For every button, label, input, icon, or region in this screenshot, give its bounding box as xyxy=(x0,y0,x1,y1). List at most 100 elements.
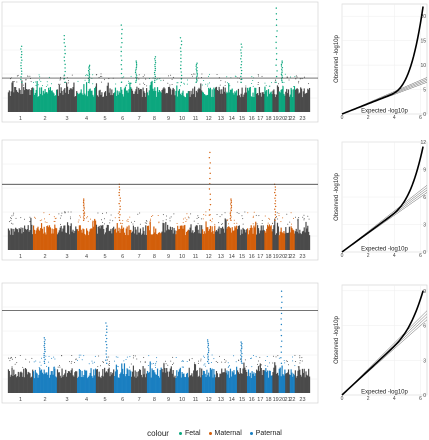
peak-chrom-4 xyxy=(87,64,91,84)
chrom-label-23: 23 xyxy=(299,397,305,403)
chromosome-band-4 xyxy=(77,73,97,112)
peak-chrom-14 xyxy=(229,198,233,222)
chromosome-band-4 xyxy=(76,354,97,393)
chrom-label-12: 12 xyxy=(206,397,212,403)
chrom-label-14: 14 xyxy=(229,397,235,403)
qq-observed-curve xyxy=(341,6,424,115)
legend-swatch-paternal xyxy=(249,431,253,435)
chromosome-band-20 xyxy=(278,73,286,112)
peak-chrom-12 xyxy=(208,151,212,222)
chromosome-band-16 xyxy=(246,355,257,393)
legend-label-maternal: Maternal xyxy=(214,429,242,437)
chrom-label-14: 14 xyxy=(229,254,235,260)
chromosome-band-20 xyxy=(278,357,286,393)
chrom-label-23: 23 xyxy=(299,254,305,260)
chromosome-band-11 xyxy=(188,213,203,250)
chrom-label-19: 19 xyxy=(273,397,279,403)
chromosome-band-11 xyxy=(188,358,203,393)
chromosome-band-22 xyxy=(289,212,296,250)
chromosome-band-3 xyxy=(56,211,78,250)
legend: colour Fetal Maternal Paternal xyxy=(0,426,429,440)
chrom-label-18: 18 xyxy=(265,397,271,403)
chromosome-band-7 xyxy=(130,212,148,250)
chrom-label-9: 9 xyxy=(167,397,170,403)
legend-item-paternal: Paternal xyxy=(249,430,282,437)
chrom-label-7: 7 xyxy=(138,397,141,403)
chrom-label-2: 2 xyxy=(44,116,47,122)
chrom-label-5: 5 xyxy=(104,254,107,260)
qq-y-tick: 15 xyxy=(420,39,426,45)
peak-chrom-1 xyxy=(20,45,23,84)
qq-y-tick: 12 xyxy=(420,140,426,146)
qq-x-tick: 2 xyxy=(367,253,370,259)
chrom-label-16: 16 xyxy=(249,254,255,260)
qq-x-tick: 6 xyxy=(419,396,422,402)
qq-x-tick: 0 xyxy=(341,115,344,121)
chrom-label-21: 21 xyxy=(285,254,291,260)
peak-chrom-2 xyxy=(43,337,46,365)
qq-y-tick: 20 xyxy=(420,14,426,20)
legend-label-fetal: Fetal xyxy=(184,429,201,437)
qq-x-tick: 2 xyxy=(367,115,370,121)
chromosome-band-19 xyxy=(272,79,280,112)
chromosome-band-6 xyxy=(113,356,132,393)
chrom-label-10: 10 xyxy=(179,254,185,260)
qq-y-tick: 0 xyxy=(423,250,426,256)
chrom-label-4: 4 xyxy=(85,254,88,260)
legend-item-maternal: Maternal xyxy=(208,429,242,437)
qq-y-tick: 3 xyxy=(423,358,426,364)
peak-chrom-6 xyxy=(120,24,123,84)
chrom-label-22: 22 xyxy=(289,397,295,403)
peak-chrom-12 xyxy=(206,339,210,365)
qq-x-tick: 4 xyxy=(393,253,396,259)
chromosome-band-19 xyxy=(272,355,279,393)
chrom-label-16: 16 xyxy=(249,116,255,122)
peak-chrom-19 xyxy=(273,183,277,222)
peak-chrom-15 xyxy=(240,43,243,84)
qq-y-tick: 6 xyxy=(423,195,426,201)
chromosome-band-8 xyxy=(146,77,162,112)
chrom-label-10: 10 xyxy=(179,116,185,122)
chromosome-band-14 xyxy=(226,75,238,112)
chromosome-band-14 xyxy=(226,219,238,250)
qq-x-tick: 6 xyxy=(419,115,422,121)
chromosome-band-2 xyxy=(32,355,58,393)
qq-ylabel: Observed -log10p xyxy=(334,34,340,82)
legend-title: colour xyxy=(147,428,169,438)
chromosome-band-10 xyxy=(175,213,189,250)
chromosome-band-23 xyxy=(294,75,311,112)
legend-item-fetal: Fetal xyxy=(178,429,201,437)
chromosome-band-18 xyxy=(264,82,273,112)
chromosome-band-14 xyxy=(226,355,238,393)
chromosome-band-22 xyxy=(289,356,296,393)
chrom-label-11: 11 xyxy=(193,116,199,122)
peak-chrom-7 xyxy=(134,60,138,84)
peak-chrom-20 xyxy=(280,290,283,365)
chrom-label-12: 12 xyxy=(206,116,212,122)
chrom-label-9: 9 xyxy=(167,116,170,122)
chromosome-band-9 xyxy=(161,74,176,112)
chromosome-band-23 xyxy=(294,214,311,250)
chromosome-band-12 xyxy=(201,211,216,250)
qq-ylabel: Observed -log10p xyxy=(334,315,340,363)
chrom-label-23: 23 xyxy=(299,116,305,122)
chromosome-band-19 xyxy=(272,212,279,250)
qq-y-tick: 5 xyxy=(423,88,426,94)
chromosome-band-6 xyxy=(113,212,132,250)
qq-x-tick: 0 xyxy=(341,396,344,402)
chrom-label-10: 10 xyxy=(179,397,185,403)
chrom-label-3: 3 xyxy=(66,254,69,260)
chromosome-band-2 xyxy=(32,212,58,250)
chrom-label-6: 6 xyxy=(121,254,124,260)
chromosome-band-5 xyxy=(95,73,115,112)
chrom-label-6: 6 xyxy=(121,116,124,122)
chromosome-band-6 xyxy=(113,75,132,112)
chrom-label-20: 20 xyxy=(279,116,285,122)
chrom-label-11: 11 xyxy=(193,397,199,403)
chrom-label-15: 15 xyxy=(239,397,245,403)
chrom-label-1: 1 xyxy=(19,254,22,260)
